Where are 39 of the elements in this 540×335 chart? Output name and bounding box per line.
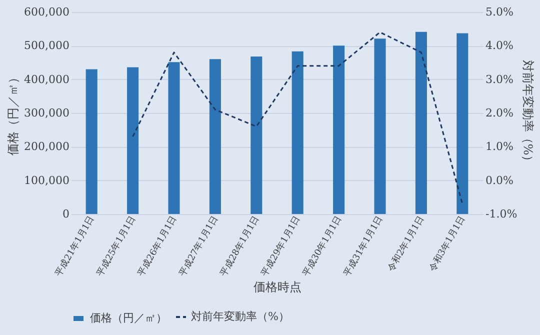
y2-tick-label: -1.0% — [486, 208, 518, 220]
x-tick-label: 平成26年1月1日 — [136, 214, 180, 278]
y2-tick-label: 5.0% — [486, 6, 514, 18]
y-tick-label: 500,000 — [24, 39, 70, 52]
x-tick-label: 平成28年1月1日 — [218, 214, 262, 278]
y2-tick-label: 1.0% — [486, 140, 514, 154]
bar — [333, 46, 345, 214]
y-tick-label: 300,000 — [24, 106, 70, 120]
bar — [415, 32, 427, 214]
y2-axis-title: 対前年変動率（%） — [521, 60, 536, 168]
y2-tick-label: 3.0% — [486, 72, 514, 86]
bar — [86, 69, 98, 214]
legend-label: 価格（円／㎡） — [90, 312, 167, 324]
bar — [168, 62, 180, 214]
y2-tick-label: 2.0% — [486, 106, 514, 120]
x-tick-label: 平成25年1月1日 — [94, 214, 138, 278]
bar — [127, 67, 139, 214]
bar — [292, 51, 304, 214]
y2-tick-label: 4.0% — [486, 39, 514, 52]
legend-label: 対前年変動率（%） — [191, 310, 290, 323]
bar — [209, 59, 221, 214]
y-tick-label: 0 — [62, 208, 70, 220]
bar — [250, 56, 262, 214]
x-tick-label: 平成29年1月1日 — [259, 214, 303, 278]
x-tick-label: 令和3年1月1日 — [426, 214, 468, 274]
x-tick-label: 平成30年1月1日 — [300, 214, 344, 278]
y-tick-label: 100,000 — [24, 174, 70, 187]
x-tick-label: 平成31年1月1日 — [342, 214, 386, 278]
x-axis-title: 価格時点 — [254, 280, 302, 294]
x-tick-label: 令和2年1月1日 — [386, 214, 426, 274]
y-tick-label: 400,000 — [24, 72, 70, 86]
line-series — [132, 31, 464, 205]
y-tick-label: 600,000 — [24, 6, 70, 18]
y-axis-title: 価格（円／㎡） — [6, 72, 20, 156]
x-tick-label: 平成27年1月1日 — [176, 214, 220, 278]
bar — [456, 33, 468, 214]
y-tick-label: 200,000 — [24, 140, 70, 154]
bar — [374, 38, 386, 214]
y2-tick-label: 0.0% — [486, 174, 514, 187]
